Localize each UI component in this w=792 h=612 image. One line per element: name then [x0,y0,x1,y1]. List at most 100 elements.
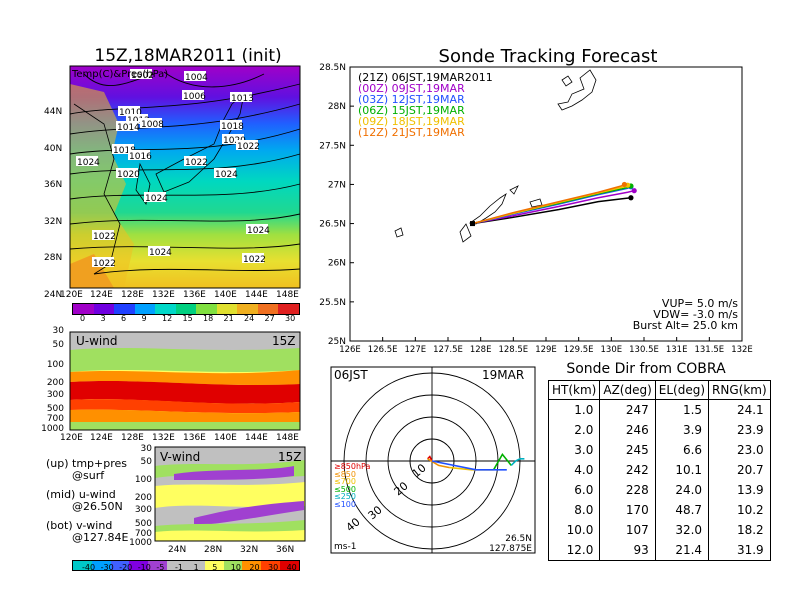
col-el: EL(deg) [654,380,710,400]
colorbar-swatch [155,304,176,314]
table-cell: 13.9 [708,480,771,500]
table-row: 12.0 93 21.4 31.9 [547,540,771,561]
isobar-label: 1024 [246,224,270,236]
y-tick-label: 27N [328,180,346,190]
table-cell: 6.0 [547,480,601,500]
colorbar-swatch [175,304,197,314]
colorbar-tick: -30 [100,563,114,572]
level-850: ≤850 [334,469,356,479]
svg-text:1014: 1014 [117,123,140,133]
colorbar-tick: 5 [212,563,218,572]
colorbar-swatch [223,561,243,570]
svg-text:1018: 1018 [113,146,136,156]
svg-text:1022: 1022 [185,158,208,168]
hodograph-segment [510,458,525,466]
table-cell: 10.2 [708,500,771,520]
svg-text:1022: 1022 [237,142,260,152]
table-cell: 3.0 [547,440,601,460]
y-tick-label: 25.5N [319,298,346,308]
colorbar-tick: 30 [268,563,279,572]
x-tick-label: 126.5E [368,345,398,355]
x-tick-label: 131.5E [694,345,724,355]
panel-legend: (up) tmp+pres @surf (mid) u-wind @26.50N… [46,457,129,544]
colorbar-swatch [91,561,111,570]
table-cell: 2.0 [547,420,601,440]
isobar-label: 1013 [230,92,254,104]
hodograph-segment [427,458,450,469]
colorbar-tick: 10 [230,563,241,572]
level-100: ≤100 [334,499,356,509]
table-row: 1.0 247 1.5 24.1 [547,399,771,420]
track-line [472,189,635,225]
tracking-axes: 126E 126.5E 127E 127.5E 128E 128.5E 129E 129.5E… [319,63,753,355]
col-az: AZ(deg) [599,380,656,400]
x-tick-label: 132E [731,345,753,355]
track-line [472,196,632,225]
isobar-label: 1022 [92,257,116,269]
u-wind-title: U-wind [76,334,117,348]
colorbar-tick: 6 [121,314,127,323]
table-cell: 8.0 [547,500,601,520]
svg-text:1022: 1022 [93,232,116,242]
x-tick-label: 130E [601,345,623,355]
col-ht: HT(km) [547,380,601,400]
colorbar-swatch [196,304,217,314]
init-title: 15Z,18MAR2011 (init) [94,46,282,66]
table-row: 3.0 245 6.6 23.0 [547,440,771,460]
colorbar-swatch [134,304,156,314]
svg-text:1018: 1018 [221,122,244,132]
u-wind-time: 15Z [272,334,296,348]
isobar-label: 1010 [118,106,142,118]
table-cell: 32.0 [654,520,710,540]
launch-marker [470,221,475,227]
x-tick-label: 126E [339,345,361,355]
colorbar-tick: 3 [100,314,106,323]
table-cell: 48.7 [654,500,710,520]
y-tick-label: 28N [328,102,346,112]
colorbar-tick: 40 [286,563,297,572]
isobar-label: 1020 [222,134,246,146]
isobar-label: 1024 [76,156,100,168]
colorbar-tick: 9 [141,314,147,323]
colorbar-swatch [110,561,130,570]
svg-text:1002: 1002 [131,71,154,81]
isobar-label: 1024 [148,246,172,258]
colorbar-swatch [237,304,258,314]
table-cell: 24.0 [654,480,710,500]
level-250: ≤250 [334,492,356,501]
sonde-dir-title: Sonde Dir from COBRA [566,361,726,377]
table-cell: 20.7 [708,460,771,480]
colorbar-tick: -20 [119,563,133,572]
colorbar-tick: 18 [203,314,214,323]
svg-text:1016: 1016 [129,152,152,162]
track-endpoint [621,181,627,188]
isobar-label: 1016 [128,150,152,162]
tracking-plot-area [349,66,743,342]
svg-text:1008: 1008 [141,120,164,130]
colorbar-tick: -40 [82,563,96,572]
isobar-label: 1024 [214,168,238,180]
svg-text:1024: 1024 [77,158,100,168]
table-cell: 93 [599,540,656,561]
level-850-up: ≥850hPa [334,462,371,471]
hodograph-segment [427,455,433,462]
colorbar-tick: 21 [223,314,234,323]
table-row: 6.0 228 24.0 13.9 [547,480,771,500]
colorbar-swatch [204,561,224,570]
colorbar-swatch [278,304,300,314]
colorbar-tick: 0 [80,314,86,323]
y-tick-label: 26.5N [319,220,346,230]
u-wind-section: U-wind 15Z [69,331,301,431]
table-cell: 228 [599,480,656,500]
table-cell: 24.1 [708,399,771,420]
okinawa-coast [394,69,597,243]
colorbar-tick: 30 [285,314,296,323]
isobar-label: 1022 [92,230,116,242]
table-cell: 247 [599,399,656,420]
table-cell: 3.9 [654,420,710,440]
hodograph-lines [427,452,525,471]
hodo-unit: ms-1 [334,542,357,552]
colorbar-swatch [257,304,279,314]
level-500: ≤500 [334,484,356,494]
colorbar-tick: -1 [175,563,183,572]
